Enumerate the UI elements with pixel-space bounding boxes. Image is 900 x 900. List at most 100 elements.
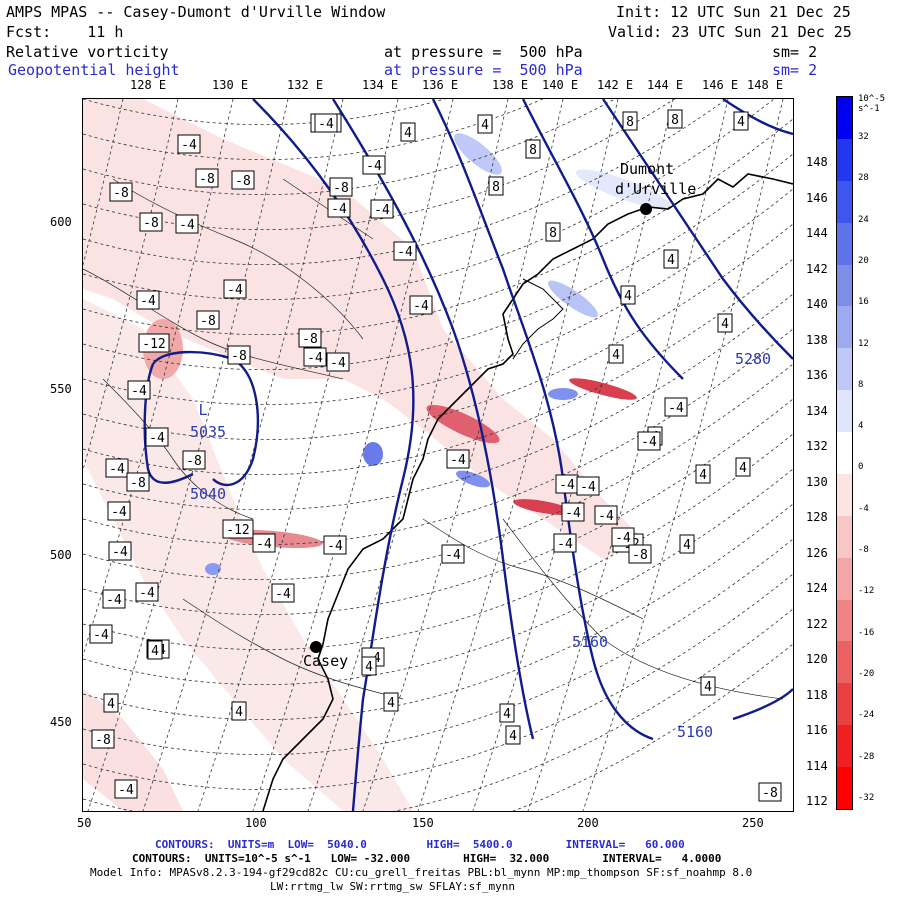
- svg-text:4: 4: [683, 538, 691, 553]
- vorticity-contour-label: 4: [620, 285, 636, 305]
- right-lon-label: 118 E: [806, 687, 843, 702]
- svg-text:4: 4: [612, 348, 620, 363]
- vorticity-contour-label: -4: [441, 544, 465, 564]
- colorbar-label: 16: [858, 297, 869, 308]
- vorticity-contour-label: -8: [227, 345, 251, 365]
- top-lon-label: 132 E: [287, 78, 324, 92]
- colorbar-label: -20: [858, 668, 875, 679]
- vorticity-contour-label: -4: [303, 347, 327, 367]
- x-tick-label: 250: [742, 816, 764, 830]
- vorticity-contour-label: 4: [147, 640, 163, 660]
- colorbar-label: -28: [858, 751, 875, 762]
- map-panel[interactable]: -12-8-8-8-8-8-4-4-4-4-4-12-4-8-4-8-8-4-4…: [82, 98, 794, 812]
- field2-level: at pressure = 500 hPa: [384, 61, 583, 79]
- right-lon-label: 122 E: [806, 616, 843, 631]
- colorbar-swatch: [837, 138, 852, 182]
- vorticity-contour-label: 4: [733, 111, 749, 131]
- vorticity-contours: [83, 178, 784, 700]
- vorticity-contour-label: -4: [664, 397, 688, 417]
- x-tick-label: 150: [412, 816, 434, 830]
- vorticity-contour-label: -4: [107, 501, 131, 521]
- vorticity-contour-label: -4: [611, 527, 635, 547]
- svg-text:-8: -8: [235, 174, 251, 189]
- vorticity-contour-label: -8: [91, 729, 115, 749]
- y-tick-label: 500: [50, 548, 72, 562]
- footer-model-info-2: LW:rrtmg_lw SW:rrtmg_sw SFLAY:sf_mynn: [270, 880, 516, 893]
- right-lon-label: 128 E: [806, 510, 843, 524]
- svg-text:-4: -4: [413, 299, 429, 314]
- colorbar-label: 0: [858, 462, 864, 473]
- vorticity-contour-label: -8: [139, 212, 163, 232]
- vorticity-contour-label: -4: [370, 199, 394, 219]
- vorticity-contour-label: -4: [362, 155, 386, 175]
- top-lon-label: 148 E: [747, 78, 784, 92]
- vorticity-contour-label: -4: [637, 431, 661, 451]
- vorticity-contour-label: -8: [182, 450, 206, 470]
- vorticity-contour-label: 4: [717, 313, 733, 333]
- colorbar-label: -8: [858, 545, 869, 555]
- colorbar-swatch: [837, 473, 852, 517]
- svg-text:8: 8: [529, 143, 537, 158]
- vorticity-contour-label: -8: [196, 310, 220, 330]
- colorbar-label: 4: [858, 421, 864, 432]
- svg-text:4: 4: [624, 289, 632, 304]
- footer-model-info: Model Info: MPASv8.2.3-194-gf29cd82c CU:…: [90, 866, 753, 879]
- vorticity-contour-label: 8: [488, 176, 504, 196]
- colorbar-label: 28: [858, 173, 869, 184]
- field2-smoothing: sm= 2: [772, 61, 818, 79]
- vorticity-contour-label: 4: [608, 344, 624, 364]
- negative-vorticity-shading: [83, 99, 643, 811]
- height-contour-label: 5280: [735, 350, 771, 368]
- colorbar-swatch: [837, 348, 852, 391]
- vorticity-contour-label: -4: [145, 427, 169, 447]
- x-tick-label: 100: [245, 816, 267, 830]
- colorbar-swatch: [837, 306, 852, 349]
- vorticity-contour-label: -8: [109, 182, 133, 202]
- vorticity-contour-label: -4: [175, 214, 199, 234]
- svg-text:-4: -4: [307, 351, 323, 366]
- plot-title: AMPS MPAS -- Casey-Dumont d'Urville Wind…: [6, 3, 386, 21]
- vorticity-contour-label: -4: [177, 134, 201, 154]
- svg-text:8: 8: [626, 115, 634, 130]
- svg-text:4: 4: [739, 461, 747, 476]
- vorticity-contour-label: -4: [393, 241, 417, 261]
- right-lon-label: 114 E: [806, 758, 843, 773]
- colorbar-label: 20: [858, 255, 869, 266]
- colorbar-label: 12: [858, 338, 869, 349]
- svg-text:-8: -8: [200, 314, 216, 329]
- svg-text:-8: -8: [333, 181, 349, 196]
- vorticity-contour-label: 4: [477, 114, 493, 134]
- colorbar-swatch: [837, 432, 852, 475]
- right-lon-label: 138 E: [806, 332, 843, 347]
- low-center-contour: [152, 350, 259, 487]
- latlon-grid: [83, 99, 793, 811]
- svg-text:4: 4: [699, 468, 707, 483]
- colorbar-swatch: [837, 767, 852, 810]
- vorticity-contour-label: -4: [223, 279, 247, 299]
- svg-text:-4: -4: [450, 453, 466, 468]
- vorticity-contour-label: -4: [114, 779, 138, 799]
- init-time: Init: 12 UTC Sun 21 Dec 25: [616, 3, 851, 21]
- vorticity-contour-label: 8: [545, 222, 561, 242]
- vorticity-contour-label: 8: [525, 139, 541, 159]
- vorticity-contour-label: 4: [383, 692, 399, 712]
- svg-text:4: 4: [365, 660, 373, 675]
- right-lon-label: 144 E: [806, 226, 843, 240]
- vorticity-contour-label: -4: [446, 449, 470, 469]
- svg-text:-4: -4: [140, 294, 156, 309]
- svg-text:-8: -8: [130, 476, 146, 491]
- svg-text:-4: -4: [179, 218, 195, 233]
- vorticity-contour-label: 4: [663, 249, 679, 269]
- svg-text:-4: -4: [668, 401, 684, 416]
- field1-level: at pressure = 500 hPa: [384, 43, 583, 61]
- svg-text:-4: -4: [327, 539, 343, 554]
- vorticity-contour-label: -4: [555, 474, 579, 494]
- vorticity-contour-label: -4: [89, 624, 113, 644]
- svg-text:-8: -8: [302, 332, 318, 347]
- colorbar-units: 10^-5 s^-1: [858, 94, 886, 114]
- station-name: d'Urville: [615, 180, 696, 198]
- vorticity-contour-label: -12: [138, 333, 170, 353]
- vorticity-contour-label: -4: [108, 541, 132, 561]
- svg-text:-4: -4: [331, 202, 347, 217]
- height-contour-label: 5160: [572, 633, 608, 651]
